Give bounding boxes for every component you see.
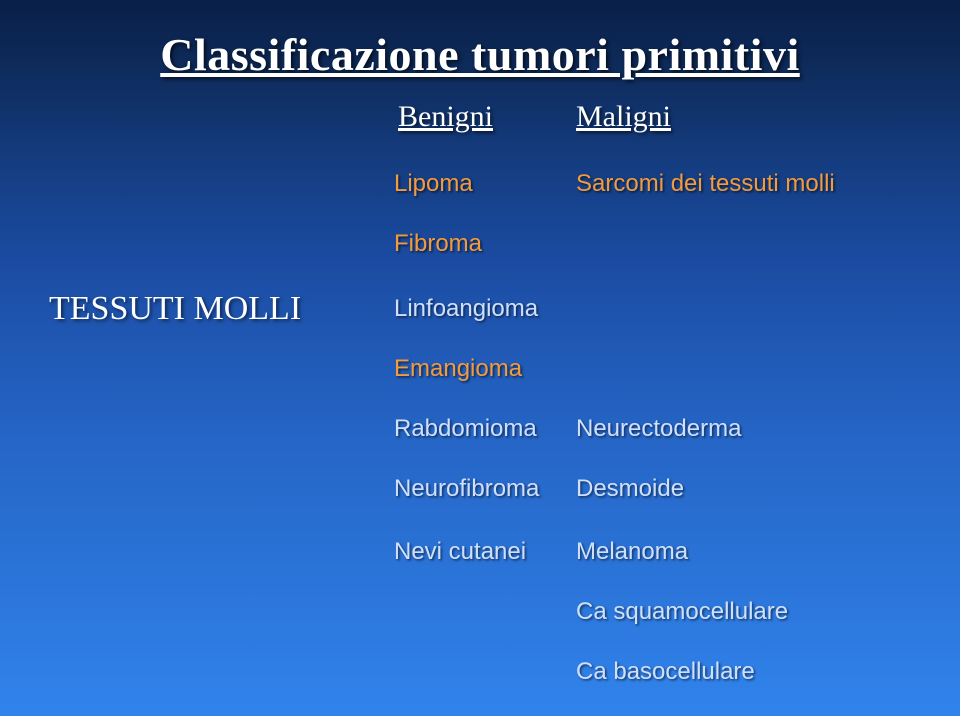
cell-sarcomi: Sarcomi dei tessuti molli	[576, 170, 835, 198]
cell-ca-basocellulare: Ca basocellulare	[576, 658, 755, 686]
cell-ca-squamocellulare: Ca squamocellulare	[576, 598, 788, 626]
cell-fibroma: Fibroma	[394, 230, 482, 258]
slide-title: Classificazione tumori primitivi	[0, 28, 960, 81]
cell-emangioma: Emangioma	[394, 355, 522, 383]
header-maligni: Maligni	[576, 100, 671, 134]
cell-nevi-cutanei: Nevi cutanei	[394, 538, 526, 566]
header-benigni: Benigni	[398, 100, 493, 134]
cell-melanoma: Melanoma	[576, 538, 688, 566]
cell-rabdomioma: Rabdomioma	[394, 415, 537, 443]
cell-lipoma: Lipoma	[394, 170, 473, 198]
cell-desmoide: Desmoide	[576, 475, 684, 503]
cell-neurofibroma: Neurofibroma	[394, 475, 539, 503]
cell-neurectoderma: Neurectoderma	[576, 415, 741, 443]
cell-linfoangioma: Linfoangioma	[394, 295, 538, 323]
row-category-label: TESSUTI MOLLI	[49, 290, 301, 328]
